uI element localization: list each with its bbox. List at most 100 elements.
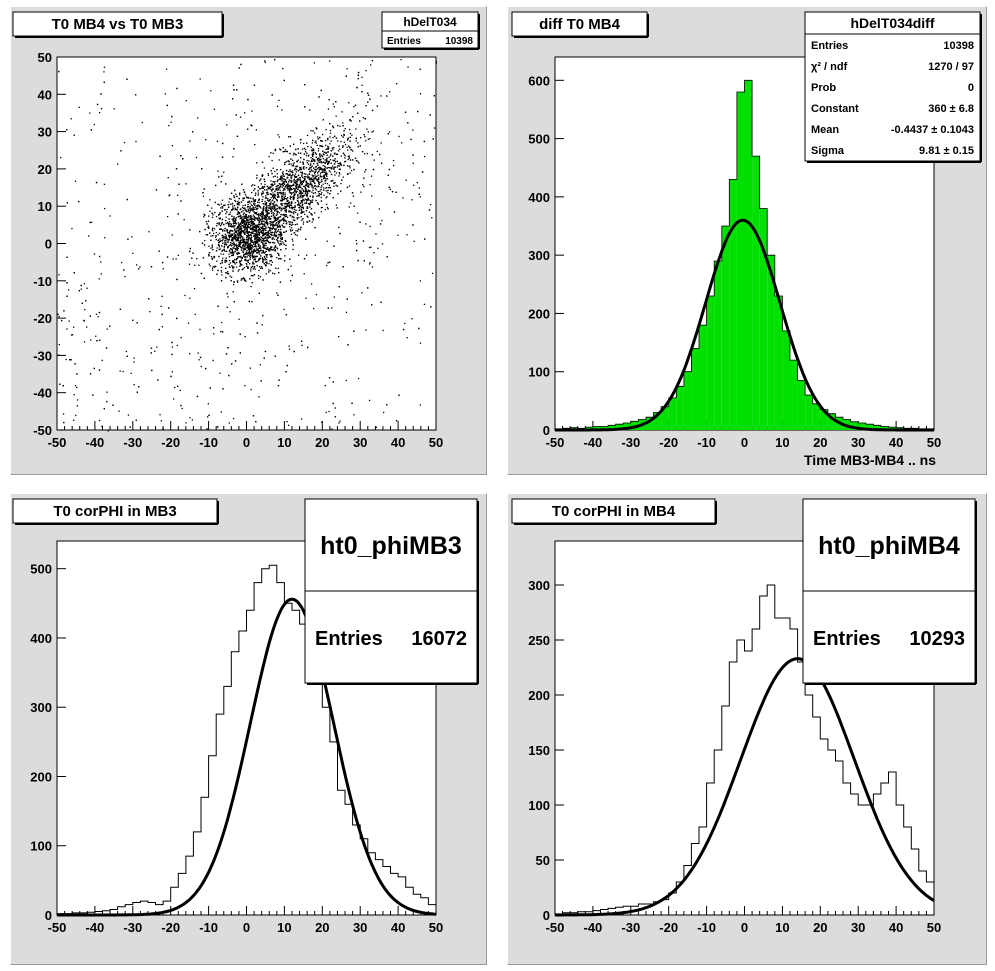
- scatter-point: [151, 369, 153, 372]
- scatter-point: [270, 180, 272, 182]
- scatter-point: [264, 202, 266, 205]
- scatter-point: [231, 218, 233, 220]
- scatter-point: [252, 415, 255, 417]
- scatter-point: [339, 232, 341, 235]
- scatter-point: [262, 258, 264, 260]
- scatter-point: [275, 203, 277, 206]
- scatter-point: [294, 224, 296, 226]
- scatter-point: [293, 162, 295, 164]
- scatter-point: [283, 188, 285, 190]
- scatter-point: [283, 213, 285, 216]
- scatter-point: [282, 195, 284, 198]
- scatter-point: [160, 305, 162, 307]
- scatter-point: [113, 108, 115, 110]
- scatter-point: [267, 173, 269, 175]
- scatter-point: [298, 204, 300, 206]
- scatter-point: [328, 410, 330, 413]
- scatter-point: [327, 163, 329, 165]
- scatter-point: [275, 223, 277, 225]
- scatter-point: [285, 371, 287, 373]
- scatter-point: [368, 246, 371, 249]
- scatter-point: [232, 236, 234, 239]
- scatter-point: [150, 347, 153, 349]
- scatter-point: [335, 101, 337, 103]
- scatter-point: [360, 191, 362, 193]
- scatter-point: [263, 207, 265, 210]
- scatter-point: [238, 240, 240, 242]
- scatter-point: [325, 190, 327, 192]
- scatter-point: [58, 315, 60, 318]
- scatter-point: [304, 198, 307, 200]
- scatter-point: [263, 206, 265, 208]
- scatter-point: [338, 163, 340, 165]
- scatter-point: [270, 206, 272, 208]
- scatter-point: [316, 195, 318, 197]
- scatter-point: [275, 236, 277, 238]
- scatter-point: [333, 159, 336, 162]
- scatter-point: [303, 166, 305, 168]
- scatter-point: [158, 250, 160, 252]
- scatter-point: [73, 134, 75, 136]
- scatter-point: [211, 258, 213, 260]
- scatter-point: [244, 247, 246, 249]
- scatter-point: [325, 197, 327, 199]
- scatter-point: [326, 183, 329, 185]
- scatter-point: [235, 223, 237, 225]
- scatter-point: [286, 364, 288, 367]
- scatter-point: [290, 171, 292, 173]
- scatter-point: [99, 112, 101, 114]
- scatter-point: [293, 187, 295, 190]
- scatter-point: [216, 222, 218, 225]
- scatter-point: [254, 225, 256, 227]
- scatter-point: [204, 214, 206, 216]
- scatter-point: [242, 199, 244, 201]
- scatter-point: [255, 245, 257, 247]
- scatter-point: [249, 367, 251, 369]
- scatter-point: [352, 195, 354, 197]
- scatter-point: [255, 261, 258, 263]
- scatter-point: [222, 229, 224, 231]
- scatter-point: [171, 341, 173, 344]
- scatter-point: [292, 192, 294, 194]
- scatter-point: [260, 231, 263, 233]
- scatter-point: [249, 210, 251, 212]
- scatter-point: [282, 198, 285, 201]
- scatter-point: [58, 70, 60, 73]
- scatter-point: [274, 148, 277, 151]
- scatter-point: [267, 215, 269, 218]
- scatter-point: [283, 79, 285, 82]
- scatter-point: [176, 278, 178, 281]
- scatter-point: [232, 254, 234, 256]
- scatter-point: [184, 294, 186, 297]
- scatter-point: [285, 181, 288, 183]
- scatter-point: [70, 334, 73, 336]
- scatter-point: [272, 225, 274, 227]
- scatter-point: [337, 165, 339, 167]
- scatter-point: [263, 229, 265, 231]
- scatter-point: [312, 149, 315, 151]
- scatter-point: [261, 236, 263, 239]
- scatter-point: [254, 194, 257, 196]
- scatter-point: [355, 140, 357, 142]
- scatter-point: [346, 139, 349, 141]
- scatter-point: [344, 128, 346, 130]
- scatter-point: [371, 195, 373, 197]
- scatter-point: [379, 223, 382, 225]
- scatter-point: [242, 236, 244, 238]
- scatter-point: [265, 195, 267, 197]
- scatter-point: [196, 395, 199, 398]
- scatter-point: [262, 239, 264, 242]
- scatter-point: [266, 192, 268, 194]
- scatter-point: [281, 202, 283, 205]
- scatter-point: [66, 129, 68, 131]
- scatter-point: [357, 377, 360, 380]
- scatter-point: [262, 243, 264, 245]
- scatter-point: [323, 169, 326, 171]
- scatter-point: [338, 172, 340, 174]
- scatter-point: [288, 163, 290, 165]
- scatter-point: [167, 177, 169, 179]
- scatter-point: [308, 183, 311, 185]
- scatter-point: [224, 243, 226, 245]
- scatter-point: [230, 280, 232, 282]
- scatter-point: [226, 208, 228, 211]
